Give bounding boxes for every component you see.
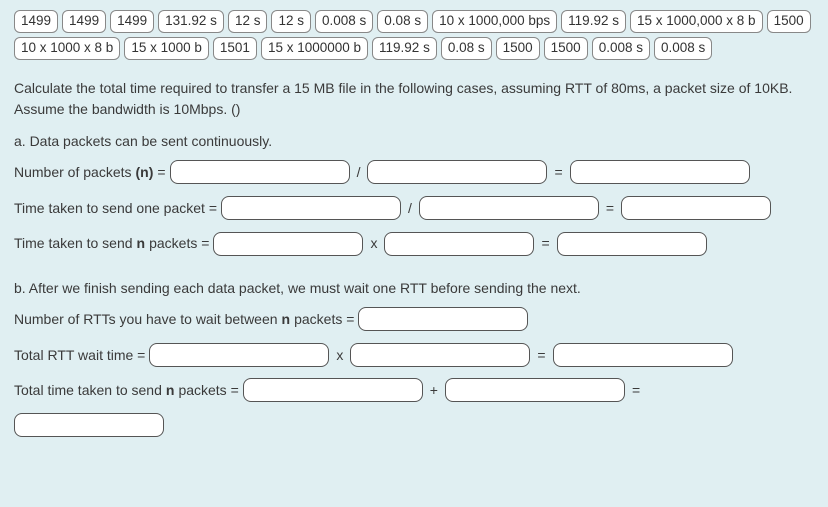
label: packets = bbox=[294, 306, 354, 333]
drop-target[interactable] bbox=[553, 343, 733, 367]
row-time-one-packet: Time taken to send one packet = / = bbox=[14, 195, 814, 222]
answer-chip[interactable]: 119.92 s bbox=[561, 10, 626, 33]
answer-chip[interactable]: 1499 bbox=[14, 10, 58, 33]
drop-target[interactable] bbox=[350, 343, 530, 367]
op-equals: = bbox=[629, 377, 643, 404]
drop-target[interactable] bbox=[243, 378, 423, 402]
drop-target[interactable] bbox=[221, 196, 401, 220]
label: Time taken to send one packet = bbox=[14, 195, 217, 222]
answer-chip[interactable]: 1500 bbox=[544, 37, 588, 60]
label-bold: n bbox=[137, 230, 146, 257]
drop-target[interactable] bbox=[419, 196, 599, 220]
op-equals: = bbox=[603, 195, 617, 222]
question-intro: Calculate the total time required to tra… bbox=[14, 78, 814, 121]
answer-chip[interactable]: 12 s bbox=[228, 10, 268, 33]
drop-target[interactable] bbox=[149, 343, 329, 367]
answer-chip[interactable]: 1500 bbox=[496, 37, 540, 60]
drop-target[interactable] bbox=[170, 160, 350, 184]
drop-target[interactable] bbox=[358, 307, 528, 331]
answer-chip[interactable]: 0.08 s bbox=[377, 10, 428, 33]
answer-chip[interactable]: 0.08 s bbox=[441, 37, 492, 60]
answer-chip[interactable]: 0.008 s bbox=[315, 10, 373, 33]
answer-chip[interactable]: 12 s bbox=[271, 10, 311, 33]
drop-target[interactable] bbox=[570, 160, 750, 184]
label: packets = bbox=[149, 230, 209, 257]
op-plus: + bbox=[427, 377, 441, 404]
label: Number of RTTs you have to wait between bbox=[14, 306, 278, 333]
answer-chip[interactable]: 10 x 1000,000 bps bbox=[432, 10, 557, 33]
drop-target[interactable] bbox=[367, 160, 547, 184]
answer-chip[interactable]: 1501 bbox=[213, 37, 257, 60]
drop-target[interactable] bbox=[14, 413, 164, 437]
drop-target[interactable] bbox=[557, 232, 707, 256]
answer-chip[interactable]: 0.008 s bbox=[654, 37, 712, 60]
answer-chip[interactable]: 1500 bbox=[767, 10, 811, 33]
exercise-panel: 149914991499131.92 s12 s12 s0.008 s0.08 … bbox=[0, 0, 828, 507]
op-divide: / bbox=[354, 159, 364, 186]
op-multiply: x bbox=[367, 230, 380, 257]
label: Total RTT wait time = bbox=[14, 342, 145, 369]
label: Time taken to send bbox=[14, 230, 133, 257]
answer-chip[interactable]: 1499 bbox=[62, 10, 106, 33]
op-divide: / bbox=[405, 195, 415, 222]
answer-chip[interactable]: 15 x 1000000 b bbox=[261, 37, 368, 60]
answer-chip[interactable]: 0.008 s bbox=[592, 37, 650, 60]
row-num-rtts: Number of RTTs you have to wait between … bbox=[14, 306, 814, 333]
row-num-packets: Number of packets (n) = / = bbox=[14, 159, 814, 186]
part-a-heading: a. Data packets can be sent continuously… bbox=[14, 133, 814, 149]
answer-chip[interactable]: 131.92 s bbox=[158, 10, 224, 33]
drop-target[interactable] bbox=[621, 196, 771, 220]
row-total-rtt-wait: Total RTT wait time = x = bbox=[14, 342, 814, 369]
label: Total time taken to send bbox=[14, 377, 162, 404]
row-time-n-packets: Time taken to send n packets = x = bbox=[14, 230, 814, 257]
label-bold: n bbox=[166, 377, 175, 404]
label: Number of packets bbox=[14, 159, 132, 186]
row-total-time-n-result bbox=[14, 413, 814, 437]
drop-target[interactable] bbox=[445, 378, 625, 402]
op-equals: = bbox=[538, 230, 552, 257]
op-equals: = bbox=[534, 342, 548, 369]
answer-chip[interactable]: 10 x 1000 x 8 b bbox=[14, 37, 120, 60]
drop-target[interactable] bbox=[384, 232, 534, 256]
answer-chip[interactable]: 1499 bbox=[110, 10, 154, 33]
answer-bank: 149914991499131.92 s12 s12 s0.008 s0.08 … bbox=[14, 10, 814, 60]
drop-target[interactable] bbox=[213, 232, 363, 256]
part-b-heading: b. After we finish sending each data pac… bbox=[14, 280, 814, 296]
row-total-time-n: Total time taken to send n packets = + = bbox=[14, 377, 814, 404]
op-equals: = bbox=[551, 159, 565, 186]
label-bold: n bbox=[282, 306, 291, 333]
label: packets = bbox=[178, 377, 238, 404]
answer-chip[interactable]: 15 x 1000,000 x 8 b bbox=[630, 10, 763, 33]
op-multiply: x bbox=[333, 342, 346, 369]
label: = bbox=[157, 159, 165, 186]
label-bold: (n) bbox=[136, 159, 154, 186]
answer-chip[interactable]: 15 x 1000 b bbox=[124, 37, 209, 60]
answer-chip[interactable]: 119.92 s bbox=[372, 37, 437, 60]
